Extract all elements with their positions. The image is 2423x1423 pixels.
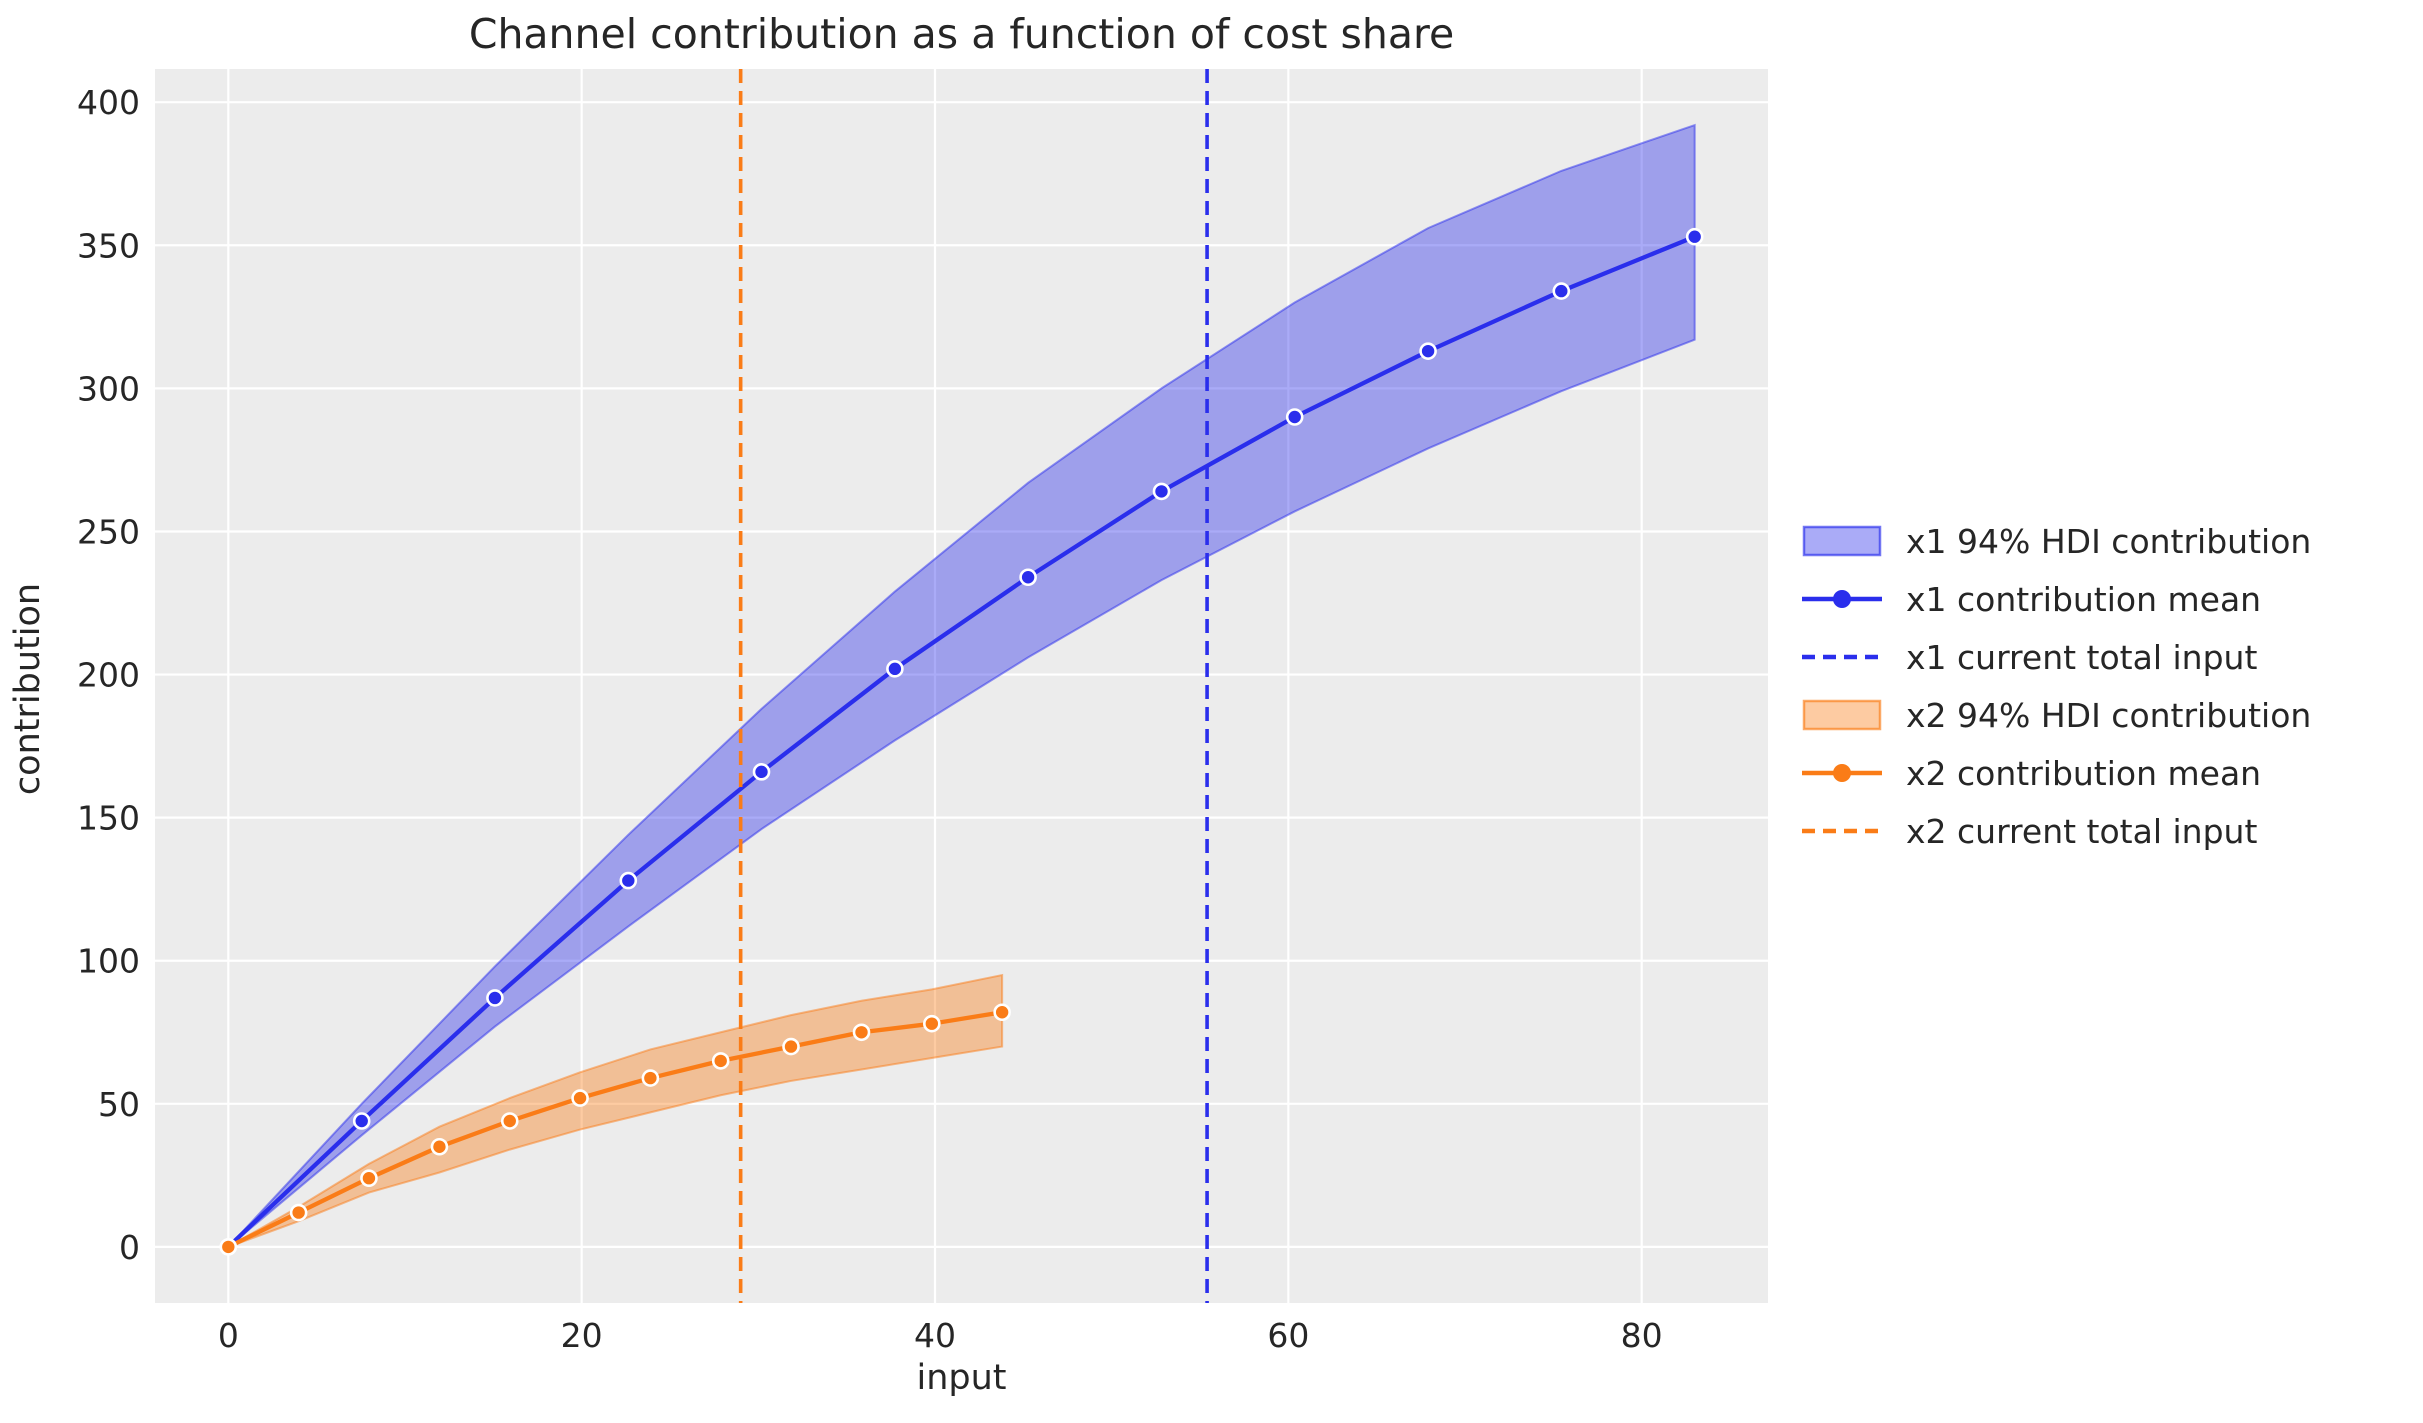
y-tick-label: 400	[77, 83, 140, 122]
x2-mean-marker	[571, 1089, 589, 1107]
x1-mean-marker	[1552, 282, 1571, 300]
x1-mean-marker	[1285, 408, 1304, 426]
y-tick-label: 150	[77, 799, 140, 838]
x1-hdi-band-swatch-icon	[1802, 524, 1882, 558]
x2-mean-marker	[993, 1003, 1011, 1022]
y-tick-label: 200	[77, 656, 140, 695]
y-tick-label: 0	[119, 1228, 140, 1267]
legend-row-x1-input: x1 current total input	[1802, 628, 2311, 686]
x1-mean-marker	[1019, 568, 1037, 587]
legend-row-x1-hdi: x1 94% HDI contribution	[1802, 512, 2311, 570]
x-tick-label: 80	[1621, 1316, 1663, 1355]
x1-mean-marker	[1152, 482, 1171, 501]
x2-mean-marker	[923, 1014, 941, 1033]
x-tick-label: 60	[1267, 1316, 1309, 1355]
x-tick-label: 20	[561, 1316, 603, 1355]
x1-mean-marker	[752, 763, 771, 781]
x1-mean-marker	[1685, 227, 1704, 246]
x1-vline-swatch-icon	[1802, 640, 1882, 674]
x-tick-label: 0	[218, 1316, 239, 1355]
legend-row-x1-mean: x1 contribution mean	[1802, 570, 2311, 628]
x2-mean-marker	[500, 1112, 519, 1130]
legend-label: x2 94% HDI contribution	[1906, 695, 2312, 735]
y-tick-label: 100	[77, 942, 140, 981]
y-tick-label: 350	[77, 226, 140, 265]
y-tick-label: 250	[77, 512, 140, 551]
legend-label: x2 current total input	[1906, 811, 2258, 851]
x2-mean-marker	[711, 1052, 730, 1070]
x2-mean-marker	[430, 1137, 449, 1156]
x1-mean-line-swatch-icon	[1802, 582, 1882, 616]
x2-hdi-band-swatch-icon	[1802, 698, 1882, 732]
legend-label: x1 94% HDI contribution	[1906, 521, 2312, 561]
legend-row-x2-hdi: x2 94% HDI contribution	[1802, 686, 2311, 744]
x1-mean-marker	[486, 989, 504, 1007]
chart-title: Channel contribution as a function of co…	[468, 10, 1455, 58]
plot-area	[155, 69, 1768, 1303]
x-tick-label: 40	[914, 1316, 956, 1355]
x2-mean-line	[226, 1010, 1005, 1250]
x2-mean-marker	[219, 1238, 238, 1256]
x2-mean-marker	[852, 1023, 871, 1042]
x1-mean-marker	[886, 660, 904, 678]
x2-mean-marker	[289, 1203, 308, 1222]
legend-row-x2-mean: x2 contribution mean	[1802, 744, 2311, 802]
x1-mean-marker	[352, 1112, 371, 1130]
x1-mean-line	[226, 234, 1697, 1250]
x1-mean-marker	[1419, 342, 1437, 360]
legend-label: x2 contribution mean	[1906, 753, 2262, 793]
legend: x1 94% HDI contribution x1 contribution …	[1802, 512, 2311, 860]
legend-row-x2-input: x2 current total input	[1802, 802, 2311, 860]
x2-mean-marker	[782, 1037, 800, 1056]
legend-label: x1 contribution mean	[1906, 579, 2262, 619]
x2-mean-marker	[641, 1069, 660, 1087]
y-tick-label: 300	[77, 369, 140, 408]
x2-mean-marker	[360, 1169, 378, 1188]
x2-vline-swatch-icon	[1802, 814, 1882, 848]
y-tick-label: 50	[98, 1085, 140, 1124]
x2-mean-line-swatch-icon	[1802, 756, 1882, 790]
legend-label: x1 current total input	[1906, 637, 2258, 677]
x1-mean-marker	[619, 871, 638, 890]
y-axis-label: contribution	[8, 582, 48, 796]
x-axis-label: input	[916, 1358, 1007, 1398]
